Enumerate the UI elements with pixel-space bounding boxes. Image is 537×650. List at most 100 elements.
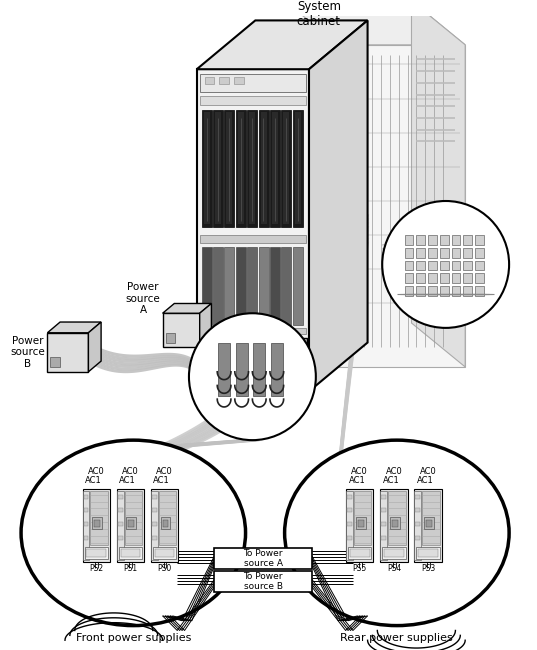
Circle shape: [189, 313, 316, 440]
Text: To Power
source A: To Power source A: [243, 549, 283, 568]
Polygon shape: [163, 304, 212, 313]
Bar: [428, 286, 437, 296]
Polygon shape: [285, 1, 465, 45]
Bar: [163, 313, 200, 347]
Bar: [83, 491, 89, 560]
Bar: [452, 286, 460, 296]
Bar: [416, 522, 420, 526]
Bar: [388, 491, 405, 545]
Bar: [416, 286, 425, 296]
Text: AC0: AC0: [88, 467, 105, 476]
Text: AC1: AC1: [349, 476, 365, 485]
Bar: [440, 235, 448, 245]
Bar: [358, 520, 364, 527]
Bar: [153, 547, 176, 559]
Bar: [428, 261, 437, 270]
Bar: [440, 286, 448, 296]
Bar: [426, 520, 432, 527]
Bar: [415, 491, 421, 560]
Bar: [260, 112, 266, 224]
Bar: [405, 273, 413, 283]
Bar: [200, 96, 306, 105]
Text: AC1: AC1: [383, 476, 400, 485]
Bar: [259, 111, 268, 228]
Bar: [224, 111, 234, 228]
Bar: [117, 491, 124, 560]
Bar: [117, 489, 144, 562]
Bar: [452, 248, 460, 257]
Bar: [392, 520, 398, 527]
Text: To Power
source B: To Power source B: [243, 572, 283, 592]
Bar: [418, 549, 438, 557]
Bar: [380, 491, 387, 560]
Bar: [475, 273, 484, 283]
Bar: [165, 333, 175, 343]
Bar: [227, 112, 233, 224]
Bar: [271, 343, 282, 396]
Bar: [284, 112, 289, 224]
Bar: [293, 111, 303, 228]
Bar: [270, 247, 280, 325]
Text: PS1: PS1: [124, 564, 137, 573]
Bar: [346, 491, 353, 560]
Bar: [95, 520, 100, 527]
Bar: [205, 77, 214, 84]
Text: PS3: PS3: [421, 564, 435, 573]
Bar: [348, 547, 372, 559]
Ellipse shape: [21, 440, 245, 625]
Bar: [247, 111, 257, 228]
Bar: [463, 273, 472, 283]
Bar: [118, 495, 122, 499]
Bar: [151, 489, 178, 562]
Text: AC0: AC0: [420, 467, 437, 476]
Text: Rear power supplies: Rear power supplies: [340, 633, 453, 644]
Polygon shape: [47, 322, 101, 333]
Text: AC1: AC1: [153, 476, 170, 485]
Bar: [200, 74, 306, 92]
Bar: [416, 261, 425, 270]
Bar: [347, 508, 352, 512]
Bar: [380, 489, 408, 562]
Text: AC0: AC0: [386, 467, 402, 476]
Bar: [281, 247, 292, 325]
Bar: [405, 235, 413, 245]
Bar: [416, 235, 425, 245]
Text: AC0: AC0: [351, 467, 368, 476]
Bar: [224, 247, 234, 325]
Text: AC1: AC1: [85, 476, 101, 485]
Bar: [424, 517, 434, 529]
Text: System
cabinet: System cabinet: [297, 0, 341, 27]
Bar: [338, 45, 465, 367]
Bar: [354, 491, 372, 545]
Ellipse shape: [285, 440, 509, 625]
Bar: [381, 495, 386, 499]
Bar: [347, 495, 352, 499]
Bar: [475, 248, 484, 257]
Bar: [346, 489, 373, 562]
Bar: [159, 491, 176, 545]
Polygon shape: [89, 322, 101, 372]
Bar: [422, 491, 440, 545]
Bar: [259, 247, 268, 325]
Polygon shape: [200, 304, 212, 347]
Bar: [475, 261, 484, 270]
Bar: [47, 333, 89, 372]
Bar: [127, 517, 136, 529]
Bar: [463, 286, 472, 296]
Bar: [200, 235, 306, 243]
Bar: [236, 111, 246, 228]
Circle shape: [382, 201, 509, 328]
Bar: [218, 343, 230, 396]
Bar: [416, 536, 420, 540]
Bar: [152, 536, 157, 540]
Bar: [236, 343, 248, 396]
Bar: [236, 247, 246, 325]
Bar: [381, 508, 386, 512]
Bar: [247, 247, 257, 325]
Bar: [234, 77, 244, 84]
Bar: [213, 111, 223, 228]
Bar: [452, 273, 460, 283]
Bar: [125, 491, 142, 545]
Bar: [84, 536, 89, 540]
Bar: [295, 112, 301, 224]
